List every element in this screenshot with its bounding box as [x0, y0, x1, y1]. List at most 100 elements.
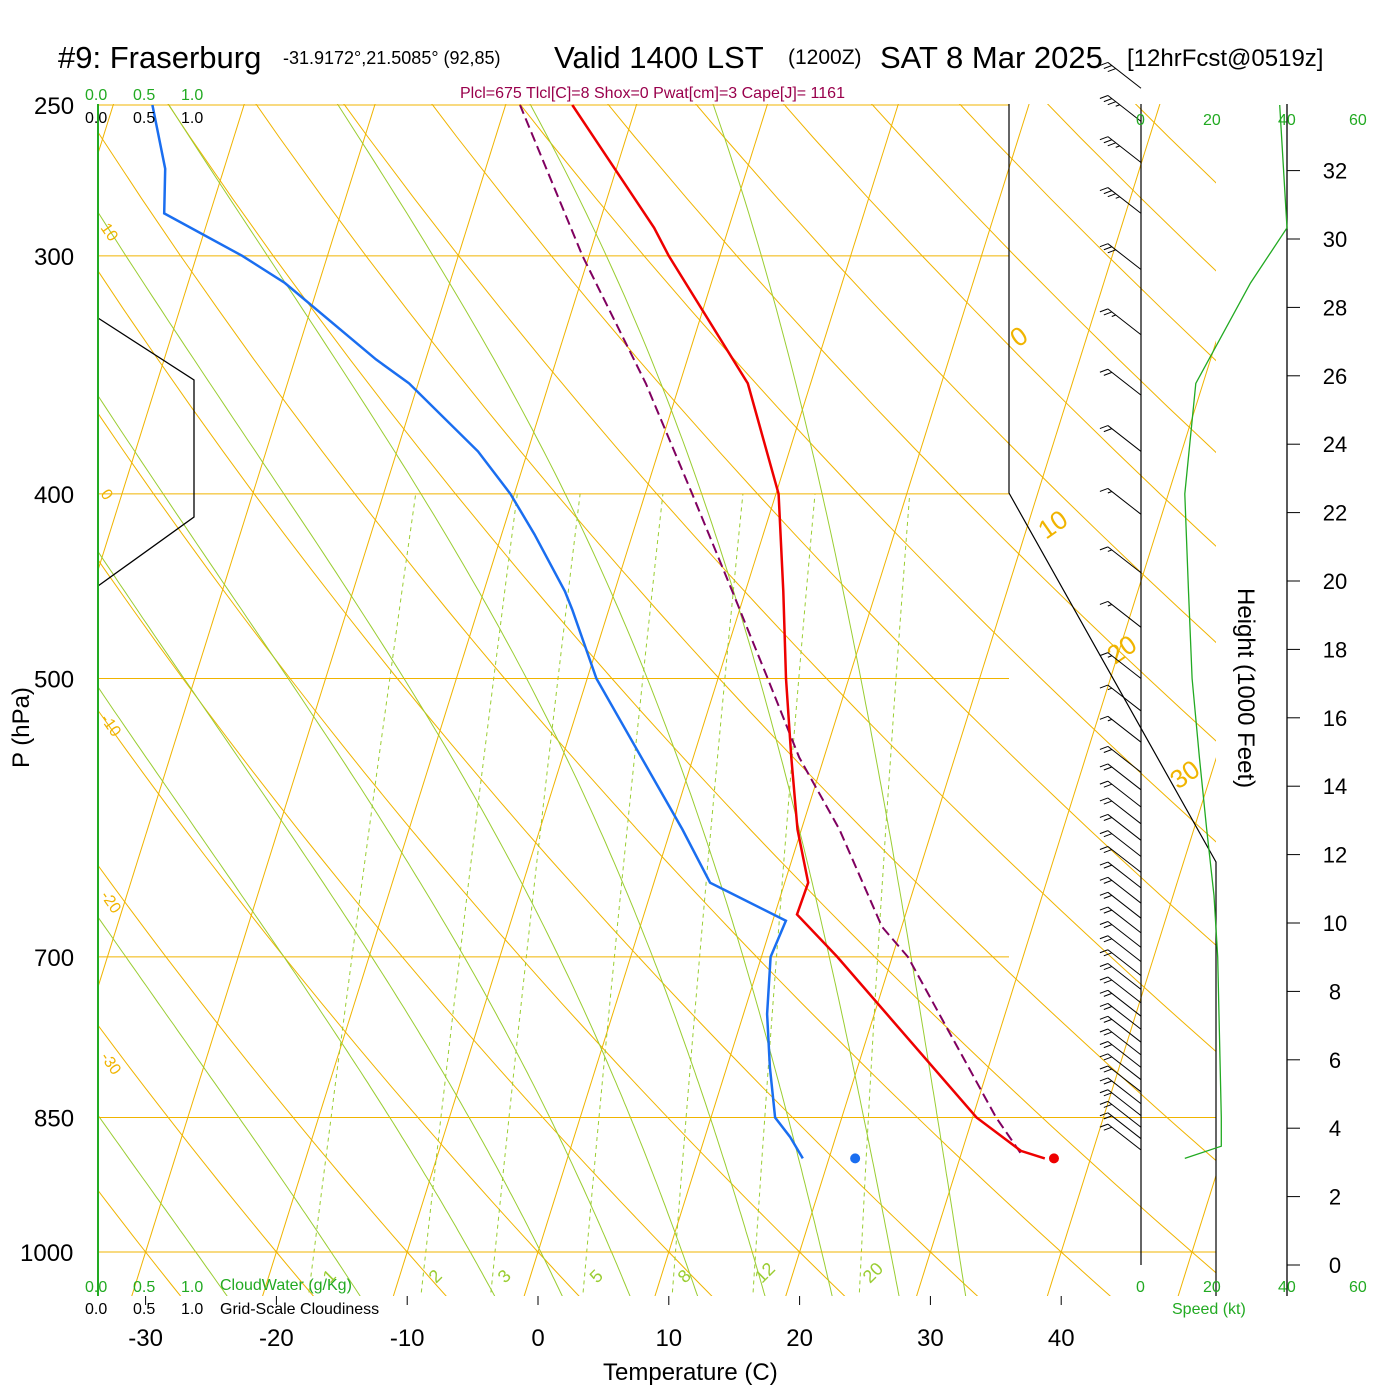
pressure-tick-850: 850: [34, 1106, 74, 1133]
isotherm-line: [1177, 1173, 1216, 1296]
cloud-scale-bottom: 0.0 0.5 1.0 CloudWater (g/Kg) 0.0 0.5 1.…: [85, 1277, 379, 1318]
temperature-tick-labels: -30 -20 -10 0 10 20 30 40: [128, 1296, 1075, 1352]
wind-barb: [1099, 846, 1142, 873]
height-tick-label: 4: [1329, 1116, 1341, 1141]
wind-barb: [1099, 684, 1142, 712]
isotherm-label: -20: [97, 888, 124, 917]
mixing-ratio-line: [490, 493, 581, 1293]
mixing-ratio-line: [420, 493, 518, 1293]
temperature-tick-label: 20: [786, 1325, 813, 1352]
pressure-tick-300: 300: [34, 244, 74, 271]
wind-barb: [1099, 308, 1142, 336]
wind-barb: [1099, 976, 1142, 1004]
height-tick-label: 18: [1323, 637, 1347, 662]
dewpoint-curve: [151, 104, 804, 1160]
wind-barb: [1099, 487, 1142, 515]
wind-speed-profile: [1184, 104, 1288, 1160]
dry-adiabat-line: [871, 104, 1216, 454]
dry-adiabat-line: [167, 104, 1216, 1274]
isotherm-label: 10: [1032, 504, 1073, 545]
dry-adiabat-line: [98, 131, 1111, 1296]
wind-barb: [1099, 600, 1142, 628]
wind-barb: [1099, 989, 1142, 1017]
wind-barb: [1099, 136, 1142, 163]
isotherm-label: 30: [1164, 754, 1205, 795]
cloud-bottom-black-0: 0.0: [85, 1301, 107, 1318]
cloud-top-green-0: 0.0: [85, 87, 107, 104]
height-tick-label: 32: [1323, 159, 1347, 184]
cloud-bottom-black-2: 1.0: [181, 1301, 203, 1318]
pressure-tick-labels: 250 300 400 500 700 850 1000: [20, 93, 74, 1267]
cloud-top-green-2: 1.0: [181, 87, 203, 104]
pressure-tick-400: 400: [34, 482, 74, 509]
cloud-top-black-1: 0.5: [133, 110, 155, 127]
wind-barb: [1099, 813, 1142, 841]
wind-barb: [1099, 780, 1142, 808]
title-valid: Valid 1400 LST: [554, 40, 764, 75]
height-tick-label: 8: [1329, 979, 1341, 1004]
dry-adiabat-line: [255, 104, 1216, 1162]
wind-barbs: [1099, 61, 1142, 1151]
speed-axis-title: Speed (kt): [1172, 1301, 1246, 1318]
height-tick-label: 28: [1323, 295, 1347, 320]
x-axis-title: Temperature (C): [603, 1359, 778, 1386]
dry-adiabat-line: [695, 104, 1216, 644]
moist-adiabat-line: [336, 104, 833, 1296]
surface-dewpoint-dot: [850, 1153, 861, 1164]
temperature-tick-label: -30: [128, 1325, 163, 1352]
dry-adiabat-line: [98, 864, 447, 1296]
mixing-ratio-label: 2: [425, 1266, 446, 1287]
dry-adiabat-line: [98, 709, 580, 1296]
speed-bottom-0: 0: [1136, 1279, 1145, 1296]
mixing-ratio-lines: [308, 493, 911, 1293]
dry-adiabat-line: [1046, 104, 1216, 272]
mixing-ratio-line: [858, 493, 911, 1293]
speed-top-0: 0: [1136, 112, 1145, 129]
wind-barb: [1099, 876, 1142, 904]
wind-barb: [1099, 949, 1142, 976]
wind-barb: [1099, 935, 1142, 963]
dry-adiabats: [98, 71, 1400, 1331]
speed-scale-bottom: 0 20 40 60 Speed (kt): [1136, 1279, 1367, 1318]
isotherm-line: [654, 104, 1030, 1296]
moist-adiabat-line: [712, 104, 967, 1296]
cloud-top-green-1: 0.5: [133, 87, 155, 104]
mixing-ratio-line: [671, 493, 744, 1293]
wind-barb: [1099, 1112, 1142, 1140]
height-tick-label: 10: [1323, 911, 1347, 936]
speed-bottom-20: 20: [1203, 1279, 1221, 1296]
moist-adiabat-line: [98, 686, 496, 1296]
wind-barb: [1099, 652, 1142, 679]
temperature-curve: [571, 104, 1046, 1160]
wind-barb: [1099, 921, 1142, 948]
dry-adiabat-line: [1277, 71, 1400, 1331]
wind-barb: [1099, 243, 1142, 270]
height-tick-label: 2: [1329, 1185, 1341, 1210]
speed-bottom-60: 60: [1349, 1279, 1367, 1296]
height-tick-label: 6: [1329, 1048, 1341, 1073]
pressure-tick-250: 250: [34, 93, 74, 120]
dry-adiabat-line: [98, 1024, 314, 1296]
mixing-ratio-label: 3: [494, 1266, 515, 1287]
wind-barb: [1099, 187, 1142, 214]
wind-barb: [1099, 1089, 1142, 1116]
title-forecast: [12hrFcst@0519z]: [1127, 45, 1323, 72]
wind-barb: [1099, 425, 1142, 452]
wind-barb: [1099, 963, 1142, 990]
surface-temperature-dot: [1048, 1153, 1059, 1164]
dry-adiabat-line: [431, 104, 1216, 946]
wind-barb: [1099, 368, 1142, 396]
moist-adiabats: [98, 104, 967, 1296]
mixing-ratio-line: [308, 493, 417, 1293]
isotherm-line: [262, 104, 638, 1296]
isotherm-line: [916, 340, 1216, 1296]
isotherm-line: [1298, 71, 1400, 1331]
moist-adiabat-line: [98, 1114, 228, 1296]
mixing-ratio-line: [582, 493, 664, 1293]
dry-adiabat-line: [98, 1189, 182, 1296]
right-axis-title: Height (1000 Feet): [1232, 588, 1259, 788]
wind-barb: [1099, 1015, 1142, 1043]
temperature-tick-label: -20: [259, 1325, 294, 1352]
mixing-ratio-label: 20: [859, 1259, 887, 1287]
